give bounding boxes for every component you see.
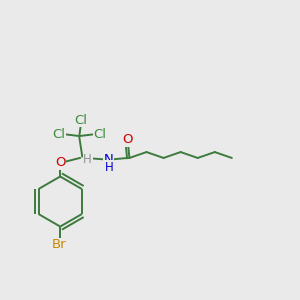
- Text: H: H: [83, 153, 92, 166]
- Text: Cl: Cl: [93, 128, 106, 141]
- Text: Br: Br: [51, 238, 66, 251]
- Text: O: O: [55, 156, 65, 169]
- Text: N: N: [104, 153, 114, 166]
- Text: H: H: [105, 161, 114, 174]
- Text: Cl: Cl: [52, 128, 65, 141]
- Text: O: O: [123, 133, 133, 146]
- Text: Cl: Cl: [74, 114, 87, 127]
